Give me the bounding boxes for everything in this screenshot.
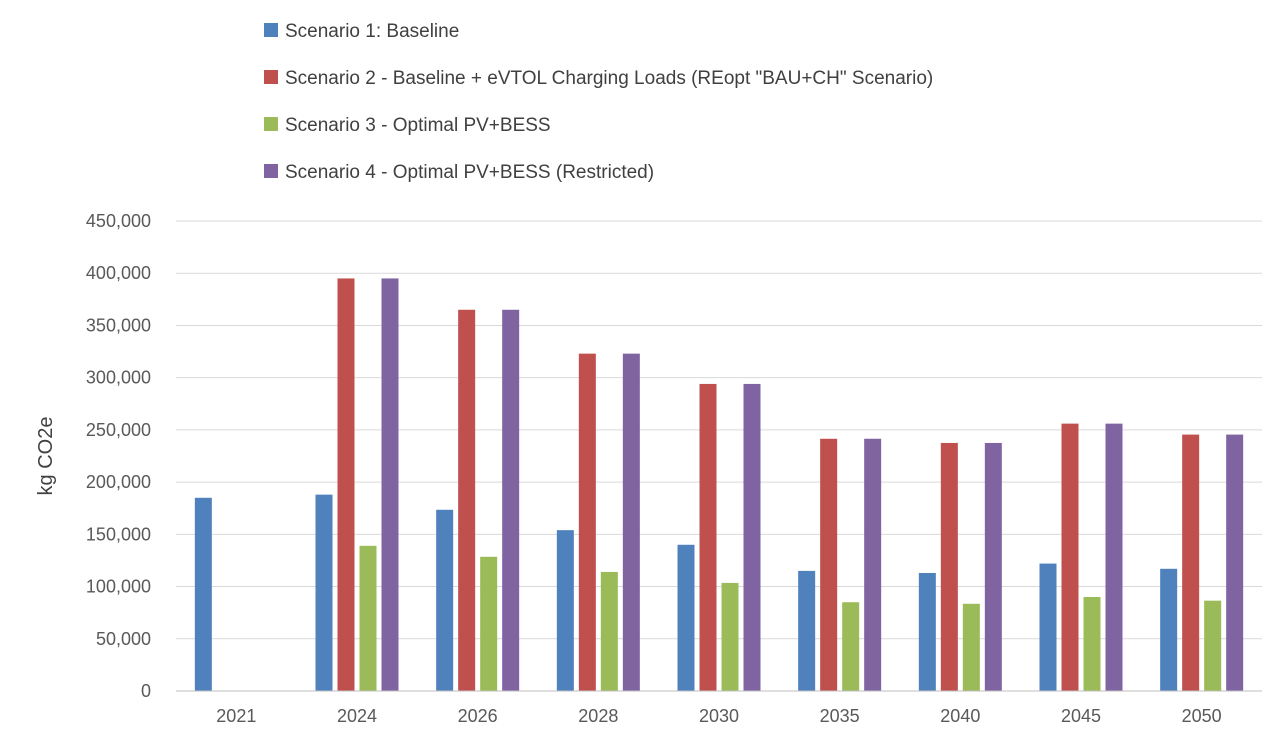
bar	[556, 530, 574, 691]
y-axis-tick-labels: 0 50,000 100,000 150,000 200,000 250,000 300,0…	[86, 211, 151, 701]
bar	[1039, 563, 1057, 691]
y-axis-title: kg CO2e	[35, 417, 57, 496]
legend-item: Scenario 3 - Optimal PV+BESS	[264, 115, 551, 136]
bar	[1226, 434, 1244, 691]
bar	[743, 383, 761, 691]
bar	[194, 497, 212, 691]
y-tick-label: 350,000	[86, 315, 151, 335]
x-tick-label: 2024	[337, 706, 377, 726]
y-tick-label: 150,000	[86, 524, 151, 544]
bar	[436, 509, 454, 691]
bar	[864, 438, 882, 691]
legend-item: Scenario 1: Baseline	[264, 21, 459, 42]
y-tick-label: 300,000	[86, 368, 151, 388]
x-tick-label: 2035	[820, 706, 860, 726]
bar	[578, 353, 596, 691]
bar	[337, 278, 355, 691]
x-tick-label: 2030	[699, 706, 739, 726]
bar	[962, 603, 980, 691]
bar	[622, 353, 640, 691]
x-tick-label: 2026	[458, 706, 498, 726]
bar	[502, 309, 520, 691]
bar	[1204, 600, 1222, 691]
legend-swatch	[264, 70, 278, 84]
gridlines	[176, 220, 1262, 640]
x-axis-tick-labels: 2021 2024 2026 2028 2030 2035 2040 2045 2050	[216, 706, 1221, 726]
legend-item: Scenario 2 - Baseline + eVTOL Charging L…	[264, 68, 933, 89]
y-tick-label: 100,000	[86, 577, 151, 597]
legend-swatch	[264, 164, 278, 178]
legend-swatch	[264, 117, 278, 131]
bar	[1083, 597, 1101, 691]
bar	[918, 572, 936, 691]
bar	[1061, 423, 1079, 691]
legend: Scenario 1: Baseline Scenario 2 - Baselin…	[264, 21, 933, 183]
x-tick-label: 2045	[1061, 706, 1101, 726]
bar	[984, 442, 1002, 691]
legend-item: Scenario 4 - Optimal PV+BESS (Restricted…	[264, 162, 654, 183]
bar	[820, 438, 838, 691]
bar	[381, 278, 399, 691]
bar	[315, 494, 333, 691]
y-tick-label: 50,000	[96, 629, 151, 649]
bar	[798, 570, 816, 691]
y-tick-label: 200,000	[86, 472, 151, 492]
y-tick-label: 0	[141, 681, 151, 701]
legend-label: Scenario 2 - Baseline + eVTOL Charging L…	[285, 68, 933, 89]
y-tick-label: 400,000	[86, 263, 151, 283]
bar	[480, 556, 498, 691]
x-tick-label: 2021	[216, 706, 256, 726]
bar	[1105, 423, 1123, 691]
bar	[677, 544, 695, 691]
x-tick-label: 2050	[1182, 706, 1222, 726]
bar	[1182, 434, 1200, 691]
bar	[940, 442, 958, 691]
x-tick-label: 2028	[578, 706, 618, 726]
bar	[699, 383, 717, 691]
bar	[1160, 568, 1178, 691]
legend-label: Scenario 4 - Optimal PV+BESS (Restricted…	[285, 162, 654, 183]
bar	[721, 582, 739, 691]
bar	[359, 545, 377, 691]
legend-swatch	[264, 23, 278, 37]
bar	[458, 309, 476, 691]
bar	[600, 571, 618, 691]
bar	[842, 602, 860, 691]
y-tick-label: 450,000	[86, 211, 151, 231]
legend-label: Scenario 1: Baseline	[285, 21, 459, 42]
bars	[194, 278, 1244, 691]
x-tick-label: 2040	[940, 706, 980, 726]
legend-label: Scenario 3 - Optimal PV+BESS	[285, 115, 551, 136]
y-tick-label: 250,000	[86, 420, 151, 440]
